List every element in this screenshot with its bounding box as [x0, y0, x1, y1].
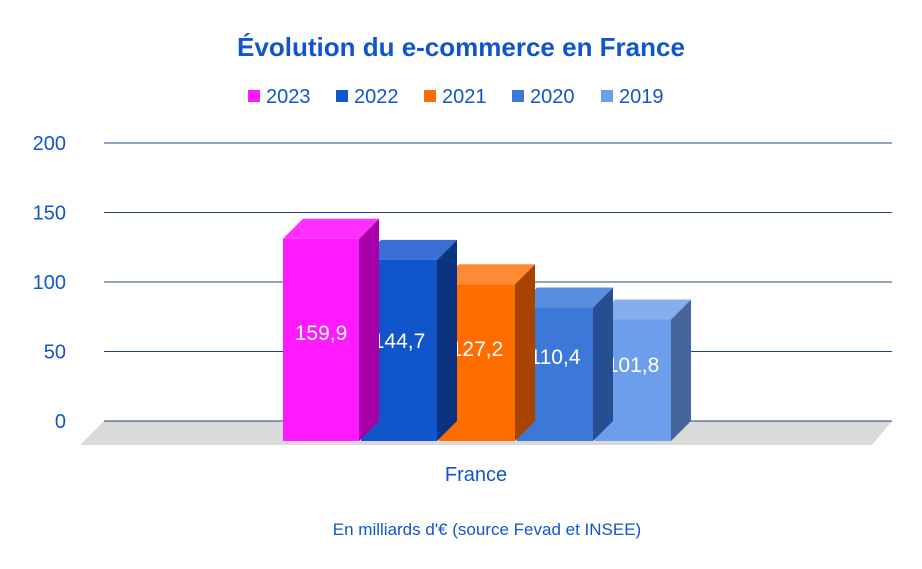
- bar-top-face: [361, 239, 457, 260]
- legend-label: 2022: [354, 86, 399, 108]
- bar-side-face: [359, 218, 379, 441]
- bar-value-label: 127,2: [451, 338, 504, 361]
- bar-side-face: [437, 239, 457, 441]
- y-tick-label: 200: [33, 133, 66, 155]
- bar-2023: 159,9: [283, 218, 379, 441]
- bar-top-face: [595, 299, 691, 320]
- bar-value-label: 110,4: [530, 346, 581, 369]
- legend: 2023 2022 2021 2020 2019: [248, 86, 664, 108]
- y-tick-label: 0: [55, 411, 66, 433]
- y-tick-label: 50: [44, 342, 66, 364]
- legend-swatch: [424, 90, 436, 102]
- bar-top-face: [439, 264, 535, 285]
- x-category-label: France: [445, 464, 507, 486]
- y-axis-ticks: 0 50 100 150 200: [33, 133, 66, 433]
- bar-front-face: [283, 238, 359, 441]
- legend-label: 2023: [266, 86, 311, 108]
- bar-top-face: [283, 218, 379, 239]
- bar-side-face: [593, 287, 613, 441]
- legend-swatch: [336, 90, 348, 102]
- legend-label: 2019: [619, 86, 664, 108]
- bar-value-label: 144,7: [373, 330, 426, 353]
- y-tick-label: 100: [33, 272, 66, 294]
- bars: 101,8 110,4 127,2 144,7 159,9: [283, 218, 691, 441]
- y-tick-label: 150: [33, 203, 66, 225]
- bar-top-face: [517, 287, 613, 308]
- bar-side-face: [515, 264, 535, 441]
- legend-swatch: [512, 90, 524, 102]
- legend-swatch: [248, 90, 260, 102]
- legend-label: 2021: [442, 86, 487, 108]
- chart-caption: En milliards d'€ (source Fevad et INSEE): [333, 520, 641, 539]
- bar-value-label: 101,8: [607, 354, 660, 377]
- chart-title: Évolution du e-commerce en France: [237, 32, 685, 62]
- legend-label: 2020: [530, 86, 575, 108]
- legend-swatch: [601, 90, 613, 102]
- bar-value-label: 159,9: [295, 322, 348, 345]
- bar-side-face: [671, 299, 691, 441]
